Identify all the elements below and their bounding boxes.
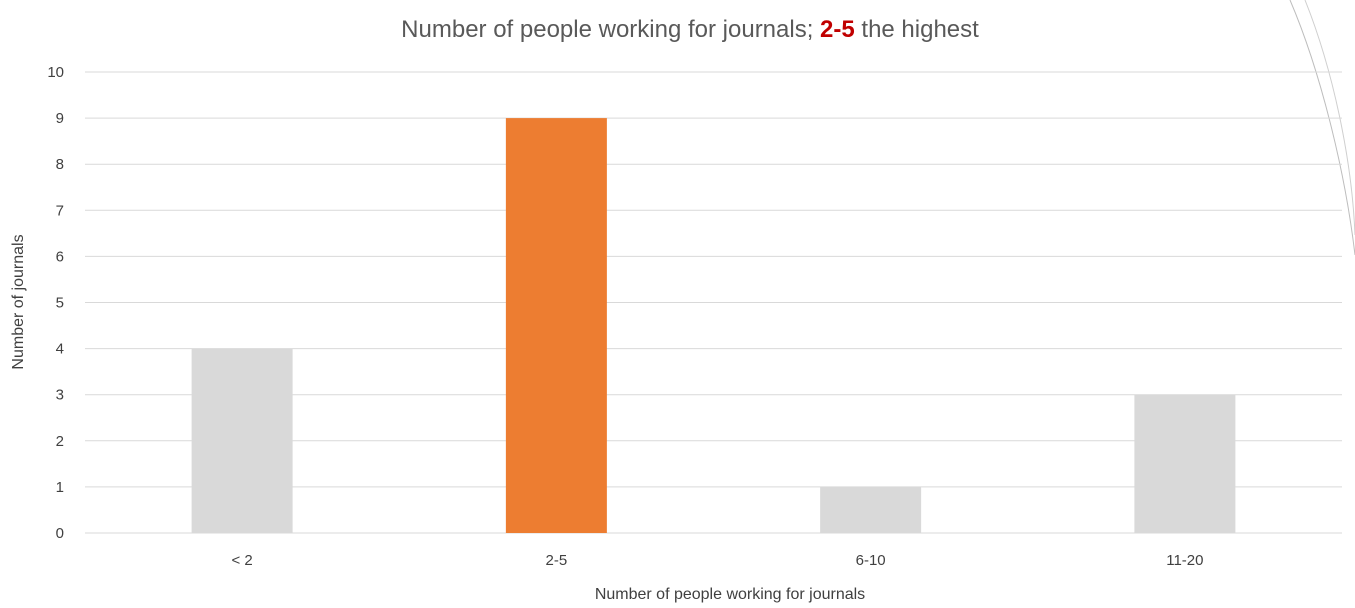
title-prefix: Number of people working for journals; <box>401 16 820 43</box>
y-tick-label: 6 <box>56 248 64 265</box>
gridlines <box>85 71 1342 534</box>
y-axis-ticks: 0 1 2 3 4 5 6 7 8 9 10 <box>47 64 64 542</box>
y-tick-label: 8 <box>56 156 64 173</box>
bar-normal <box>1134 394 1236 533</box>
title-suffix: the highest <box>855 16 979 43</box>
chart-title: Number of people working for journals; 2… <box>401 16 979 43</box>
bar-normal <box>191 348 293 533</box>
x-axis-ticks: < 2 2-5 6-10 11-20 <box>231 552 1203 569</box>
y-tick-label: 4 <box>56 341 64 358</box>
x-tick-label: 6-10 <box>856 552 886 569</box>
title-highlight: 2-5 <box>820 16 855 43</box>
y-tick-label: 10 <box>47 64 64 81</box>
bar-highlight <box>505 118 607 533</box>
y-tick-label: 1 <box>56 479 64 496</box>
page-curl-decoration <box>1289 0 1355 256</box>
bar-normal <box>820 486 922 533</box>
x-axis-title: Number of people working for journals <box>595 586 865 603</box>
y-tick-label: 5 <box>56 295 64 312</box>
y-tick-label: 3 <box>56 387 64 404</box>
x-tick-label: < 2 <box>231 552 252 569</box>
bars <box>191 118 1236 533</box>
y-tick-label: 7 <box>56 202 64 219</box>
y-tick-label: 9 <box>56 110 64 127</box>
x-tick-label: 11-20 <box>1166 552 1203 569</box>
y-tick-label: 2 <box>56 433 64 450</box>
x-tick-label: 2-5 <box>546 552 568 569</box>
y-axis-title: Number of journals <box>10 234 27 369</box>
y-tick-label: 0 <box>56 525 64 542</box>
